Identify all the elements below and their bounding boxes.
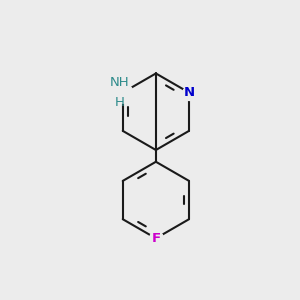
Text: NH: NH <box>110 76 130 89</box>
Text: N: N <box>184 86 195 99</box>
Text: F: F <box>151 232 160 245</box>
Text: H: H <box>115 96 125 109</box>
